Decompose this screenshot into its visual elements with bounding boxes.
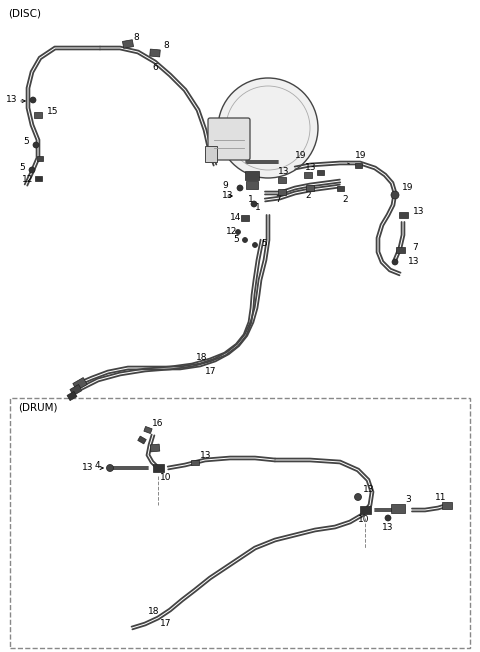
Bar xyxy=(336,186,344,190)
Circle shape xyxy=(218,78,318,178)
Circle shape xyxy=(33,142,39,148)
Text: 2: 2 xyxy=(342,196,348,205)
Text: 18: 18 xyxy=(196,353,207,363)
Text: 5: 5 xyxy=(261,239,267,248)
Circle shape xyxy=(107,464,113,471)
Bar xyxy=(442,501,452,509)
Text: 15: 15 xyxy=(47,108,59,117)
Bar xyxy=(398,212,408,218)
Text: 13: 13 xyxy=(408,256,420,265)
Bar xyxy=(278,189,286,195)
Circle shape xyxy=(30,97,36,103)
Text: 19: 19 xyxy=(355,151,367,160)
Bar xyxy=(34,112,42,118)
Text: 12: 12 xyxy=(226,228,238,237)
Text: 13: 13 xyxy=(413,207,424,216)
Circle shape xyxy=(391,191,399,199)
Text: 6: 6 xyxy=(152,63,158,72)
Bar xyxy=(278,177,286,183)
Text: 2: 2 xyxy=(305,192,311,201)
Circle shape xyxy=(392,259,398,265)
Bar xyxy=(304,172,312,178)
Text: 13: 13 xyxy=(6,95,17,104)
Bar xyxy=(150,49,160,57)
Text: 1: 1 xyxy=(248,196,254,205)
Text: 19: 19 xyxy=(295,151,307,160)
Circle shape xyxy=(251,201,257,207)
Bar xyxy=(150,444,160,452)
Text: 13: 13 xyxy=(363,486,374,494)
Text: 17: 17 xyxy=(160,619,171,627)
Bar xyxy=(316,170,324,175)
Bar xyxy=(241,215,249,221)
Bar xyxy=(355,162,361,168)
Circle shape xyxy=(355,494,361,501)
Text: 5: 5 xyxy=(233,235,239,244)
Circle shape xyxy=(236,230,240,235)
Circle shape xyxy=(252,243,257,248)
Text: 13: 13 xyxy=(305,162,316,171)
Bar xyxy=(73,378,87,391)
Bar xyxy=(35,175,41,181)
Text: 13: 13 xyxy=(82,464,94,473)
Bar xyxy=(144,426,152,434)
FancyBboxPatch shape xyxy=(208,118,250,160)
Text: 5: 5 xyxy=(19,162,25,171)
Text: 5: 5 xyxy=(23,138,29,147)
Bar xyxy=(205,146,217,162)
Text: 16: 16 xyxy=(152,419,164,428)
Text: 13: 13 xyxy=(382,522,394,531)
Text: (DISC): (DISC) xyxy=(8,8,41,18)
Circle shape xyxy=(242,237,248,243)
Text: 8: 8 xyxy=(133,33,139,42)
Bar xyxy=(67,391,77,400)
Circle shape xyxy=(29,167,35,173)
Text: 8: 8 xyxy=(163,42,169,50)
Bar xyxy=(70,385,82,396)
Text: 7: 7 xyxy=(412,243,418,252)
Bar xyxy=(396,247,405,253)
Bar xyxy=(10,398,470,648)
Text: 3: 3 xyxy=(405,496,411,505)
Circle shape xyxy=(385,515,391,521)
Bar xyxy=(122,40,133,48)
Text: (DRUM): (DRUM) xyxy=(18,403,58,413)
Bar xyxy=(37,155,43,160)
Text: 7: 7 xyxy=(275,196,281,205)
Text: 13: 13 xyxy=(278,168,289,177)
Circle shape xyxy=(237,185,243,191)
Bar xyxy=(246,181,258,189)
Text: 10: 10 xyxy=(160,473,171,482)
Bar xyxy=(138,436,146,444)
Text: 17: 17 xyxy=(205,368,216,376)
Text: 9: 9 xyxy=(222,181,228,190)
Text: 13: 13 xyxy=(222,190,233,200)
Text: 11: 11 xyxy=(435,492,446,501)
Bar xyxy=(391,503,405,512)
Text: 1: 1 xyxy=(255,203,261,213)
Bar xyxy=(245,171,259,179)
Text: 12: 12 xyxy=(22,175,34,185)
Bar xyxy=(306,185,314,191)
Text: 18: 18 xyxy=(148,608,159,617)
Text: 19: 19 xyxy=(402,183,413,192)
Text: 13: 13 xyxy=(200,451,212,460)
Bar xyxy=(153,464,164,472)
Bar xyxy=(360,506,371,514)
Text: 4: 4 xyxy=(95,460,101,469)
Text: 14: 14 xyxy=(230,213,241,222)
Bar xyxy=(191,460,199,464)
Text: 10: 10 xyxy=(358,516,370,524)
